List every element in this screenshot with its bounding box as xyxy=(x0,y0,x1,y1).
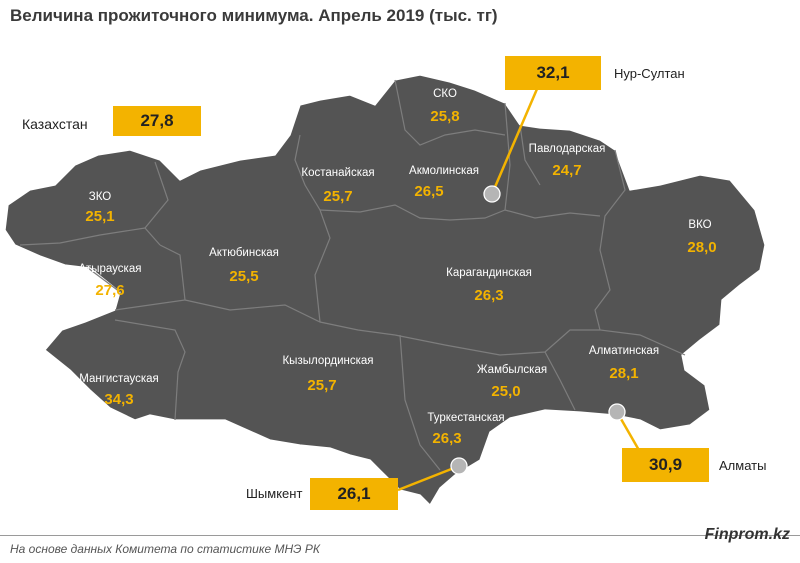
region-value-karaganda: 26,3 xyxy=(474,287,503,304)
region-name-kyzylorda: Кызылординская xyxy=(282,355,373,367)
shymkent-pointer xyxy=(397,464,460,492)
region-name-almaty-region: Алматинская xyxy=(589,345,659,357)
nur-sultan-marker xyxy=(483,185,501,203)
region-value-mangystau: 34,3 xyxy=(104,391,133,408)
region-name-atyrau: Атырауская xyxy=(79,263,142,275)
shymkent-value-box: 26,1 xyxy=(310,478,398,510)
nur-sultan-pointer xyxy=(490,81,542,195)
almaty-marker xyxy=(608,403,626,421)
brand-logo: Finprom.kz xyxy=(704,526,790,543)
country-outline xyxy=(4,74,766,506)
region-name-zhambyl: Жамбылская xyxy=(477,364,547,376)
kazakhstan-label: Казахстан xyxy=(22,116,88,132)
region-value-kyzylorda: 25,7 xyxy=(307,377,336,394)
almaty-value-box: 30,9 xyxy=(622,448,709,482)
region-value-atyrau: 27,6 xyxy=(95,282,124,299)
region-value-vko: 28,0 xyxy=(687,239,716,256)
source-note: На основе данных Комитета по статистике … xyxy=(10,542,320,556)
region-value-akmola: 26,5 xyxy=(414,183,443,200)
nur-sultan-label: Нур-Султан xyxy=(614,66,685,81)
kazakhstan-value-box: 27,8 xyxy=(113,106,201,136)
region-name-sko: СКО xyxy=(433,88,457,100)
region-value-aktobe: 25,5 xyxy=(229,268,258,285)
region-value-zhambyl: 25,0 xyxy=(491,383,520,400)
region-value-pavlodar: 24,7 xyxy=(552,162,581,179)
region-name-aktobe: Актюбинская xyxy=(209,247,279,259)
region-value-kostanay: 25,7 xyxy=(323,188,352,205)
region-name-kostanay: Костанайская xyxy=(301,167,374,179)
shymkent-label: Шымкент xyxy=(246,486,303,501)
almaty-label: Алматы xyxy=(719,458,767,473)
region-name-mangystau: Мангистауская xyxy=(79,373,159,385)
region-value-sko: 25,8 xyxy=(430,108,459,125)
nur-sultan-value-box: 32,1 xyxy=(505,56,601,90)
chart-title: Величина прожиточного минимума. Апрель 2… xyxy=(10,6,498,25)
shymkent-marker xyxy=(450,457,468,475)
region-value-almaty-region: 28,1 xyxy=(609,365,638,382)
footer-divider xyxy=(0,535,800,536)
region-name-vko: ВКО xyxy=(688,219,711,231)
region-value-zko: 25,1 xyxy=(85,208,114,225)
region-name-turkestan: Туркестанская xyxy=(427,412,504,424)
region-name-akmola: Акмолинская xyxy=(409,165,479,177)
region-name-karaganda: Карагандинская xyxy=(446,267,532,279)
region-name-zko: ЗКО xyxy=(89,191,112,203)
region-value-turkestan: 26,3 xyxy=(432,430,461,447)
region-name-pavlodar: Павлодарская xyxy=(529,143,606,155)
